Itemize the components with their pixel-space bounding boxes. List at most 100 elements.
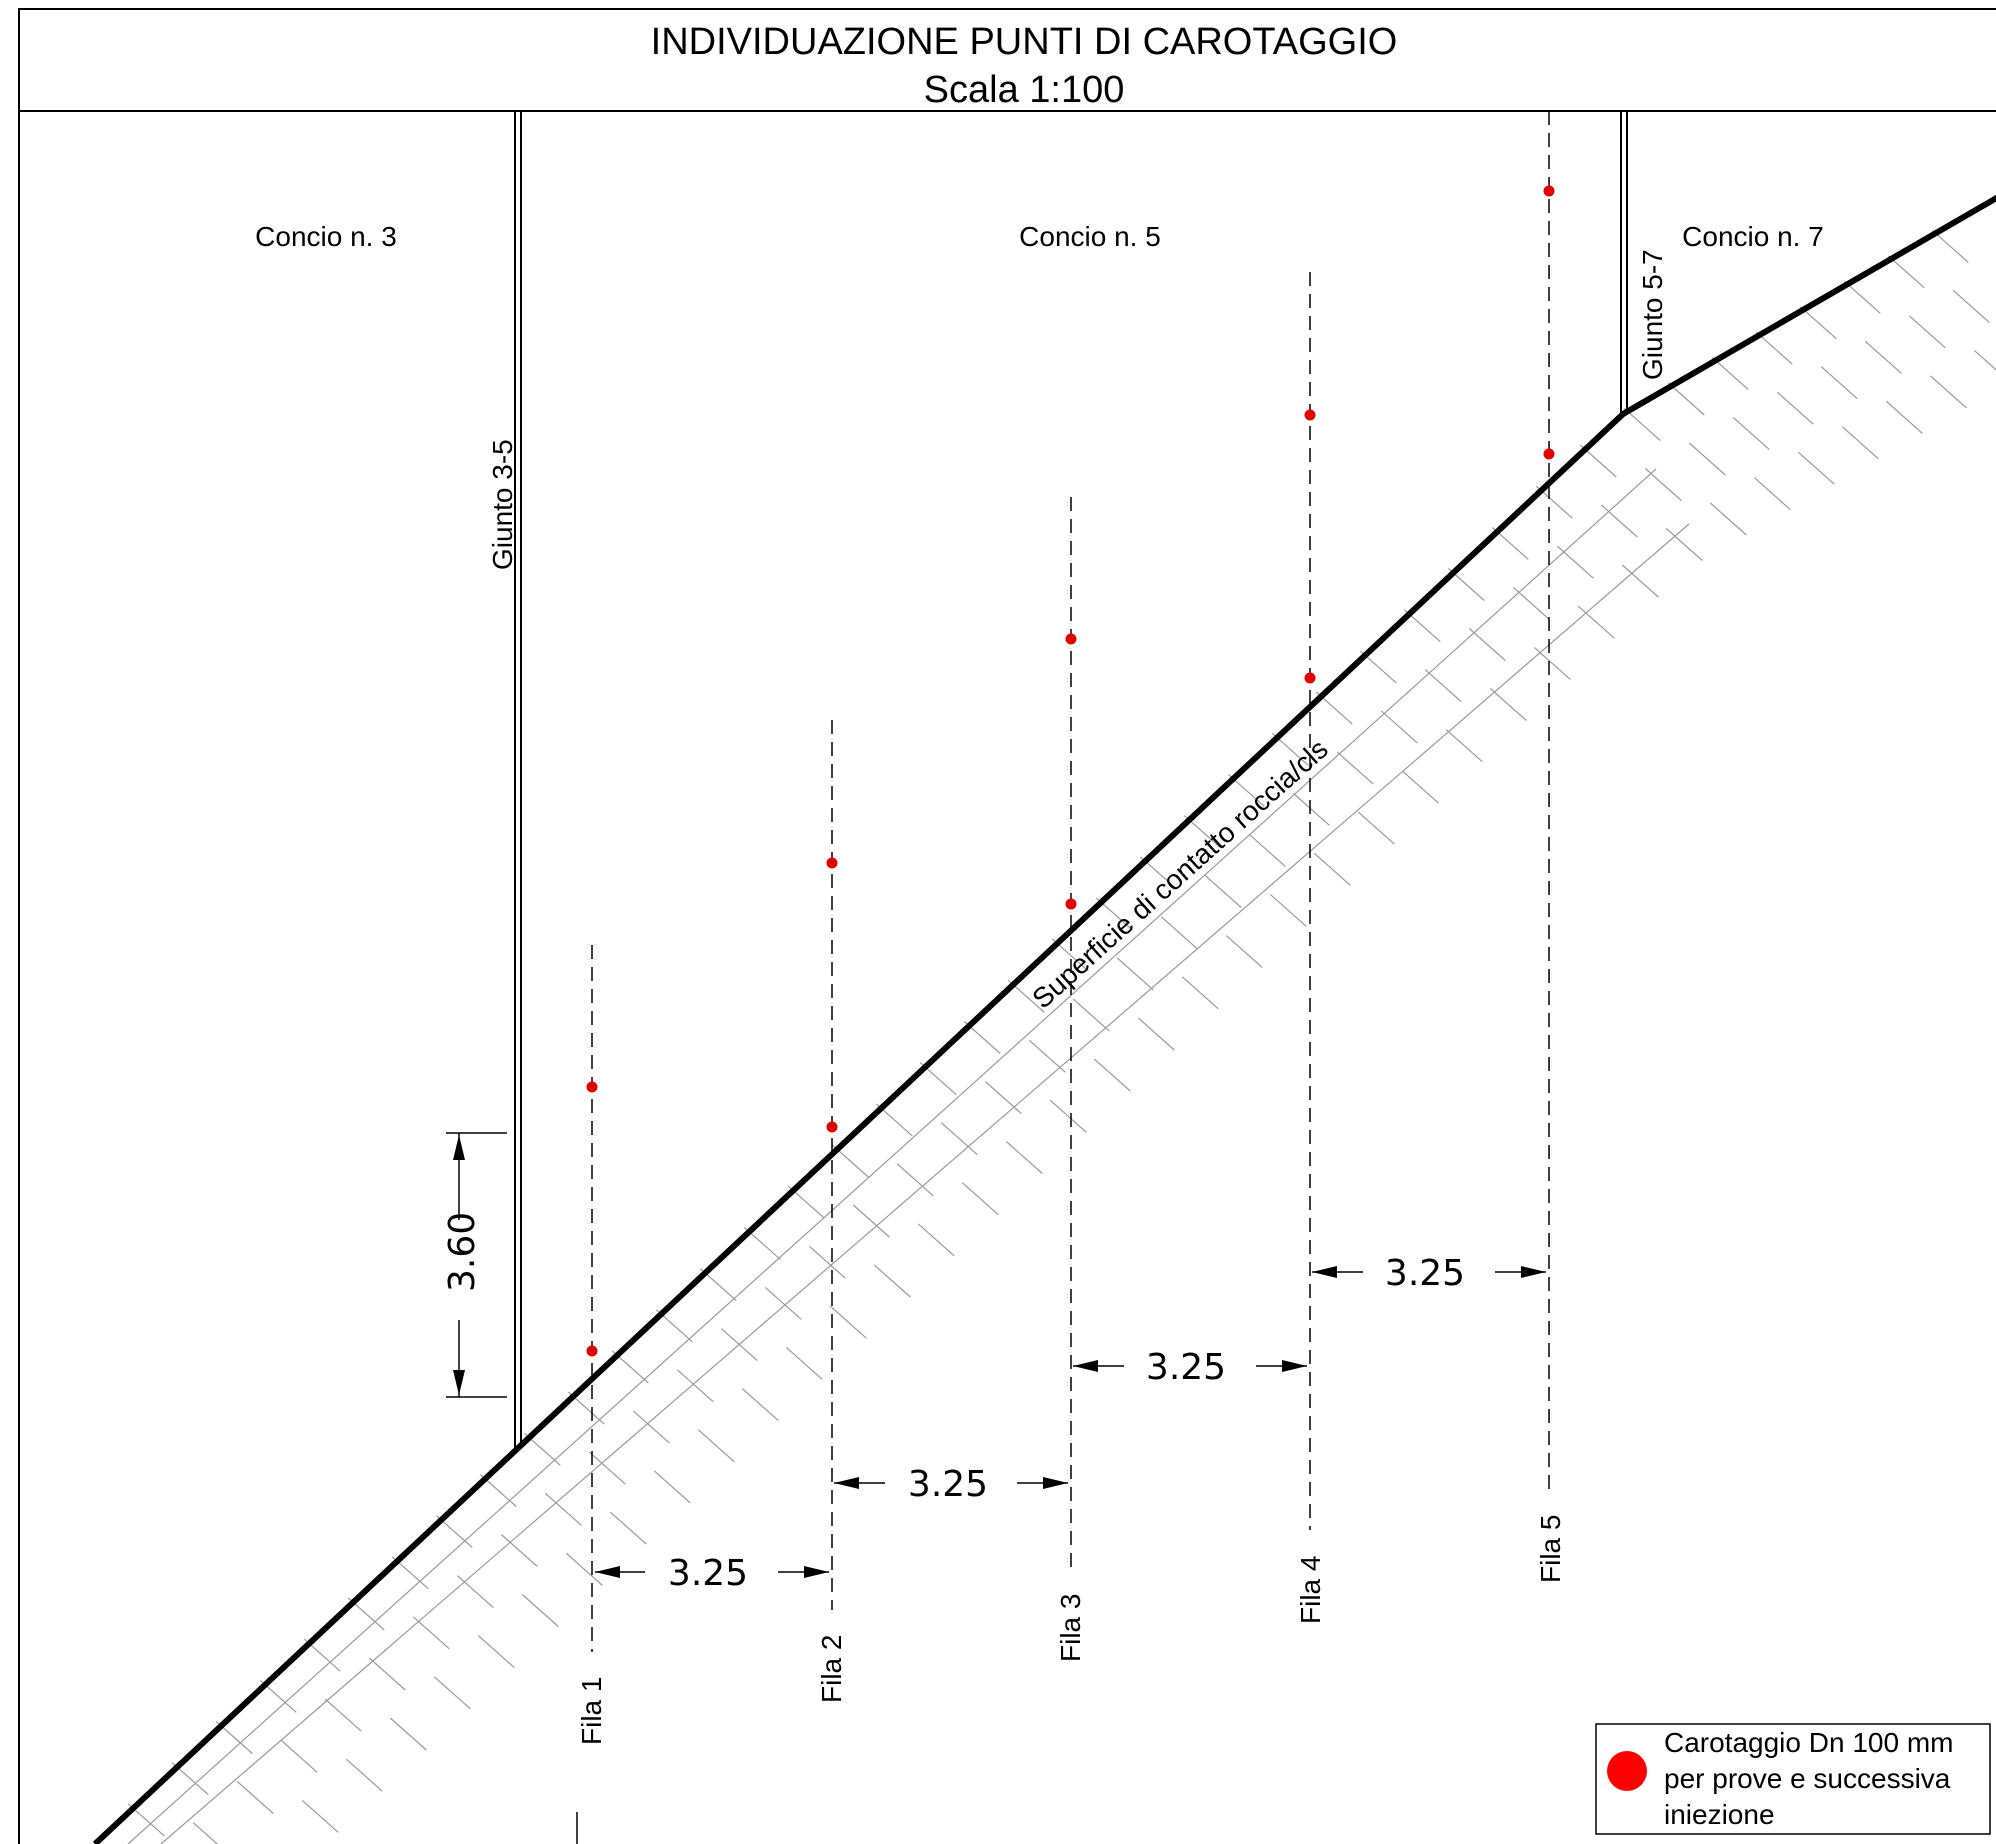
hatch-stroke bbox=[1688, 442, 1726, 476]
dimension-fila-3-4-arrow-right bbox=[1282, 1360, 1307, 1372]
hatch-stroke bbox=[720, 1328, 758, 1362]
hatch-stroke bbox=[741, 1388, 779, 1422]
giunto-3-5-label: Giunto 3-5 bbox=[487, 439, 518, 570]
rock-concrete-contact-surface bbox=[92, 194, 1996, 1844]
hatch-stroke bbox=[676, 1369, 714, 1403]
hatch-stroke bbox=[500, 1534, 538, 1567]
concio-5-label: Concio n. 5 bbox=[1019, 221, 1161, 252]
hatch-stroke bbox=[1843, 280, 1881, 314]
hatch-stroke bbox=[412, 1616, 450, 1650]
vertical-dimension-arrow-top bbox=[453, 1135, 465, 1160]
hatch-stroke bbox=[160, 523, 1690, 1844]
hatch-stroke bbox=[1885, 400, 1923, 434]
hatch-stroke bbox=[632, 1410, 670, 1444]
legend-line-1: Carotaggio Dn 100 mm bbox=[1664, 1727, 1953, 1758]
hatch-stroke bbox=[1357, 811, 1395, 845]
hatch-stroke bbox=[1468, 628, 1506, 661]
drawing-frame bbox=[18, 8, 1996, 1844]
core-point-fila-1-lower bbox=[586, 1345, 598, 1357]
hatch-stroke bbox=[1336, 751, 1374, 785]
hatch-stroke bbox=[1556, 545, 1594, 579]
hatch-stroke bbox=[588, 1451, 626, 1485]
hatch-stroke bbox=[1820, 366, 1858, 400]
hatch-stroke bbox=[1732, 417, 1770, 451]
hatch-stroke bbox=[1952, 289, 1990, 323]
hatch-stroke bbox=[1313, 852, 1351, 886]
hatch-stroke bbox=[1644, 468, 1682, 501]
fila-5-label: Fila 5 bbox=[1535, 1515, 1566, 1583]
hatch-stroke bbox=[808, 1245, 846, 1279]
hatch-stroke bbox=[345, 1758, 383, 1792]
hatch-stroke bbox=[1181, 976, 1219, 1010]
dimension-fila-4-5-arrow-left bbox=[1312, 1266, 1337, 1278]
hatch-stroke bbox=[1093, 1058, 1131, 1092]
hatch-stroke bbox=[1623, 408, 1661, 441]
vertical-dimension-value: 3.60 bbox=[442, 1212, 483, 1292]
hatch-stroke bbox=[389, 1717, 427, 1751]
hatch-stroke bbox=[1160, 916, 1198, 950]
hatch-stroke bbox=[1269, 893, 1307, 927]
dimension-fila-2-3-arrow-left bbox=[834, 1477, 859, 1489]
hatch-stroke bbox=[1204, 875, 1242, 909]
hatch-stroke bbox=[1116, 957, 1154, 991]
core-point-fila-2-lower bbox=[826, 1121, 838, 1133]
hatch-stroke bbox=[653, 1470, 691, 1504]
hatch-stroke bbox=[1424, 669, 1462, 703]
core-point-fila-4-upper bbox=[1304, 409, 1316, 421]
vertical-dimension-arrow-bottom bbox=[453, 1370, 465, 1395]
hatch-stroke bbox=[324, 1698, 362, 1732]
hatch-stroke bbox=[192, 1822, 219, 1844]
hatch-stroke bbox=[1401, 770, 1439, 804]
coring-points bbox=[586, 185, 1555, 1357]
hatch-stroke bbox=[127, 468, 1657, 1844]
hatch-stroke bbox=[521, 1594, 559, 1627]
core-point-fila-3-lower bbox=[1065, 898, 1077, 910]
dimension-fila-4-5-arrow-right bbox=[1521, 1266, 1546, 1278]
legend-marker bbox=[1607, 1751, 1647, 1791]
legend-line-2: per prove e successiva bbox=[1664, 1763, 1951, 1794]
hatch-stroke bbox=[1799, 306, 1837, 340]
hatch-stroke bbox=[1292, 792, 1330, 826]
dimension-fila-3-4-value: 3.25 bbox=[1146, 1347, 1226, 1388]
hatch-stroke bbox=[896, 1163, 934, 1197]
hatch-stroke bbox=[1776, 391, 1814, 425]
dimension-fila-1-2-arrow-right bbox=[804, 1566, 829, 1578]
fila-3-label: Fila 3 bbox=[1055, 1594, 1086, 1662]
drawing-scale: Scala 1:100 bbox=[924, 69, 1125, 111]
dimension-fila-4-5-value: 3.25 bbox=[1385, 1253, 1465, 1294]
hatch-stroke bbox=[1225, 935, 1263, 969]
hatch-stroke bbox=[1864, 340, 1902, 374]
hatch-stroke bbox=[1973, 349, 1996, 371]
hatch-stroke bbox=[984, 1081, 1022, 1114]
core-point-fila-3-upper bbox=[1065, 633, 1077, 645]
hatch-stroke bbox=[1841, 426, 1879, 460]
fila-4-label: Fila 4 bbox=[1295, 1556, 1326, 1624]
core-point-fila-1-upper bbox=[586, 1081, 598, 1093]
hatch-stroke bbox=[1621, 564, 1659, 598]
dimension-fila-1-2-value: 3.25 bbox=[668, 1553, 748, 1594]
hatch-stroke bbox=[1380, 710, 1418, 744]
hatch-stroke bbox=[873, 1264, 911, 1298]
hatch-stroke bbox=[961, 1182, 999, 1216]
core-point-fila-2-upper bbox=[826, 857, 838, 869]
hatch-stroke bbox=[1072, 998, 1110, 1032]
hatch-stroke bbox=[544, 1492, 582, 1526]
hatch-stroke bbox=[940, 1122, 978, 1156]
hatch-stroke bbox=[1533, 646, 1571, 680]
hatch-stroke bbox=[1512, 586, 1550, 620]
contact-surface-label: Superficie di contatto roccia/cls bbox=[1026, 733, 1334, 1014]
hatch-stroke bbox=[236, 1781, 274, 1814]
hatch-stroke bbox=[1887, 255, 1925, 289]
hatch-stroke bbox=[433, 1676, 471, 1710]
hatch-stroke bbox=[852, 1204, 890, 1238]
hatch-stroke bbox=[1028, 1039, 1066, 1073]
hatch-stroke bbox=[917, 1223, 955, 1257]
hatch-stroke bbox=[456, 1575, 494, 1609]
hatch-stroke bbox=[1709, 502, 1747, 536]
hatch-stroke bbox=[1005, 1141, 1043, 1174]
dimension-fila-1-2-arrow-left bbox=[595, 1566, 620, 1578]
hatch-stroke bbox=[1908, 315, 1946, 349]
legend-line-3: iniezione bbox=[1664, 1799, 1775, 1830]
dimension-fila-2-3-value: 3.25 bbox=[908, 1464, 988, 1505]
